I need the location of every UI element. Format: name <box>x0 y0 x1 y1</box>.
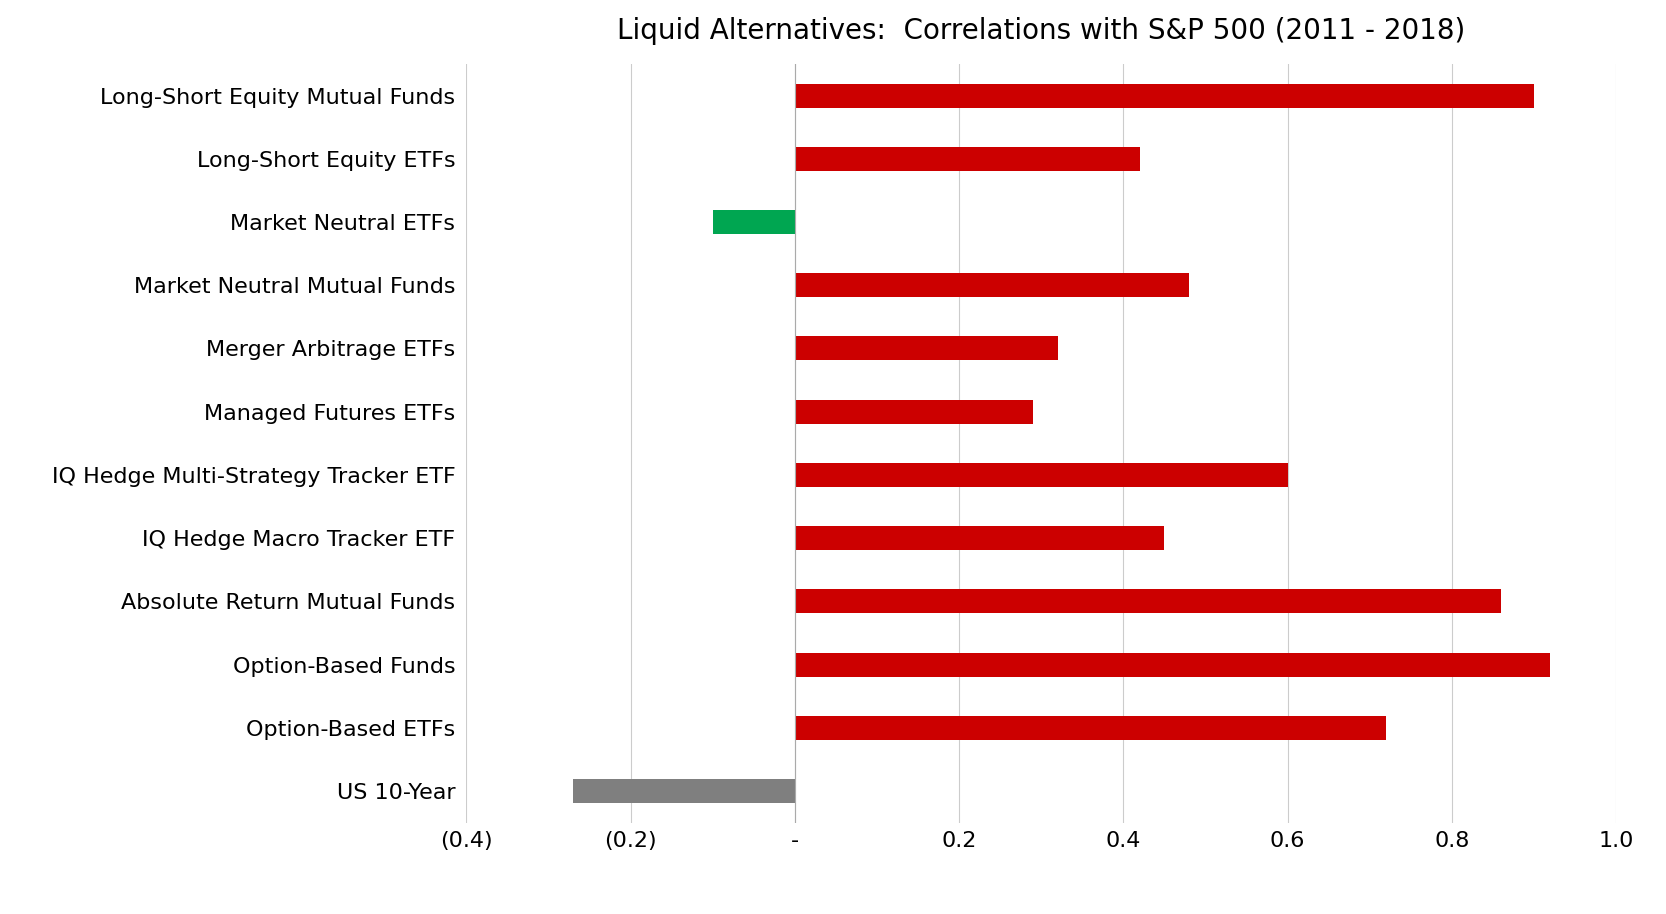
Bar <box>795 526 1165 550</box>
Bar <box>795 399 1033 424</box>
Bar <box>713 210 795 234</box>
Bar <box>795 336 1058 360</box>
Bar <box>795 83 1534 108</box>
Bar <box>795 653 1551 676</box>
Bar <box>795 716 1386 739</box>
Bar <box>795 590 1501 613</box>
Bar <box>573 779 795 803</box>
Bar <box>795 462 1288 487</box>
Bar <box>795 273 1190 297</box>
Bar <box>795 147 1140 171</box>
Title: Liquid Alternatives:  Correlations with S&P 500 (2011 - 2018): Liquid Alternatives: Correlations with S… <box>616 17 1466 45</box>
